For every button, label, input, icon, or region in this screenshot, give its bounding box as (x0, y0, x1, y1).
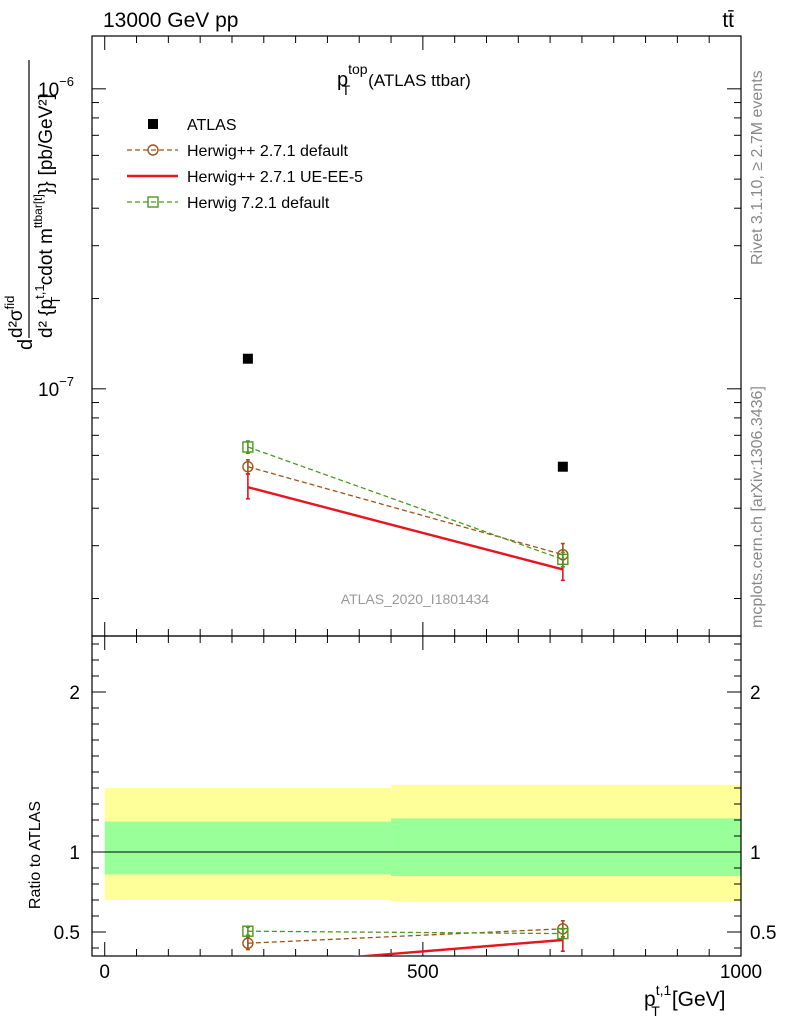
plot-title: ptop T (ATLAS ttbar) (337, 61, 471, 98)
x-axis-label: pt,1 T [GeV] (644, 982, 726, 1019)
data-point (242, 441, 254, 453)
ratio-y-tick-label-right: 2 (750, 683, 761, 704)
series-line (351, 938, 563, 956)
legend-marker (148, 119, 158, 129)
x-tick-label: 0 (99, 962, 110, 983)
ratio-y-tick-label: 1 (69, 843, 80, 864)
series-line (247, 446, 564, 561)
main-series (242, 353, 569, 582)
x-tick-label: 1000 (720, 962, 762, 983)
ratio-ticks (92, 636, 742, 956)
data-point (147, 196, 159, 208)
data-point (557, 461, 568, 472)
uncertainty-band-stat (391, 818, 741, 876)
header-right: tt̄ (722, 9, 734, 32)
ratio-panel: 0.5 0.5 1 1 2 2 0 500 1000 Ratio to ATLAS pt,1 T[… (27, 635, 777, 1019)
mcplots-label: mcplots.cern.ch [arXiv:1306.3436] (749, 386, 766, 628)
series-line (247, 466, 564, 556)
ratio-frame-rect (91, 635, 742, 957)
legend-item: Herwig 7.2.1 default (127, 195, 330, 212)
series-line (247, 930, 563, 935)
main-y-tick-label: 10−6 (38, 74, 74, 101)
main-ticks (92, 36, 742, 636)
main-y-axis-label: d d²σfid d² {pt,1T cdot mttbar[t]}}[pb/G… (2, 60, 63, 350)
ratio-tick-labels: 0.5 0.5 1 1 2 2 0 500 1000 (54, 683, 777, 983)
data-point (147, 144, 159, 156)
series-herwig-2-7-1-default (242, 919, 569, 951)
series-line (247, 486, 564, 571)
data-point (242, 925, 254, 937)
analysis-id: ATLAS_2020_I1801434 (341, 591, 490, 607)
legend-item: Herwig++ 2.7.1 UE-EE-5 (127, 169, 363, 186)
ratio-y-tick-label-right: 1 (750, 843, 761, 864)
series-herwig-2-7-1-ue-ee-5 (245, 927, 565, 956)
ratio-bands (92, 784, 741, 902)
main-y-tick-label: 10−7 (38, 374, 74, 401)
data-point (242, 353, 253, 364)
svg-text:d² {pt,1T cdot mttbar[t]}}[pb/: d² {pt,1T cdot mttbar[t]}}[pb/GeV²] (31, 94, 63, 338)
legend-item: ATLAS (148, 117, 237, 134)
series-herwig-2-7-1-default (242, 458, 569, 566)
series-herwig-7-2-1-default (242, 925, 569, 940)
main-y-tick-labels: 10−6 10−7 (38, 74, 74, 401)
main-panel: 10−6 10−7 ptop T (ATLAS ttbar) ATLAS_2020_I… (2, 35, 742, 637)
data-point (557, 553, 569, 566)
legend-label: Herwig++ 2.7.1 default (187, 143, 349, 160)
series-herwig-7-2-1-default (242, 440, 569, 568)
legend-item: Herwig++ 2.7.1 default (127, 143, 349, 160)
legend: ATLAS Herwig++ 2.7.1 default Herwig++ 2.7.… (127, 117, 363, 212)
rivet-label: Rivet 3.1.10, ≥ 2.7M events (749, 70, 766, 265)
ratio-y-tick-label: 2 (69, 683, 80, 704)
series-atlas (242, 353, 568, 472)
series-line (247, 928, 563, 944)
header-left: 13000 GeV pp (103, 9, 238, 32)
data-point (242, 461, 254, 473)
ratio-y-axis-label: Ratio to ATLAS (27, 801, 44, 909)
x-tick-label: 500 (407, 962, 439, 983)
ratio-plot-frame (91, 635, 742, 957)
ratio-series (242, 919, 569, 956)
svg-text:d: d (15, 339, 37, 350)
uncertainty-band-stat (104, 821, 392, 875)
svg-text:d²σfid: d²σfid (2, 296, 27, 338)
series-herwig-2-7-1-ue-ee-5 (245, 473, 565, 582)
data-point (242, 937, 254, 949)
ratio-y-tick-label: 0.5 (54, 923, 80, 944)
data-point (557, 927, 569, 940)
legend-label: Herwig++ 2.7.1 UE-EE-5 (187, 169, 363, 186)
ratio-y-tick-label-right: 0.5 (750, 923, 776, 944)
legend-label: ATLAS (187, 117, 237, 134)
legend-label: Herwig 7.2.1 default (187, 195, 330, 212)
